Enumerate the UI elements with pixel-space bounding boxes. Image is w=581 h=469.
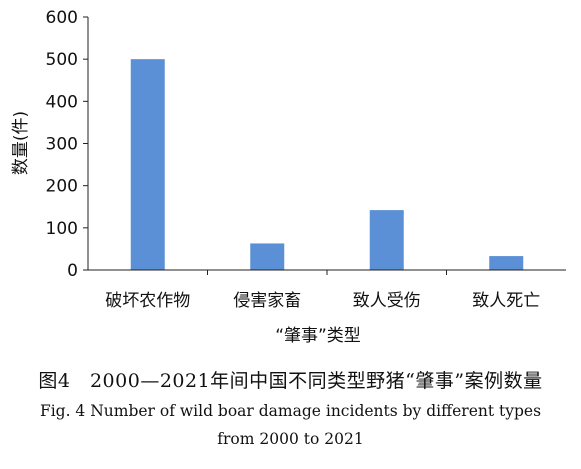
x-tick-label: 致人死亡: [472, 291, 540, 311]
y-tick-label: 200: [46, 177, 78, 197]
y-tick-label: 300: [46, 135, 78, 155]
y-tick-label: 600: [46, 8, 78, 28]
y-axis-ticks: 0 100 200 300 400 500 600: [46, 8, 88, 281]
x-axis-title: “肇事”类型: [275, 326, 361, 346]
bar: [250, 243, 285, 270]
x-tick-label: 致人受伤: [353, 291, 421, 311]
bar: [489, 256, 524, 270]
x-tick-label: 侵害家畜: [233, 291, 301, 311]
figure-caption-english-line2: from 2000 to 2021: [217, 430, 364, 448]
y-tick-label: 500: [46, 50, 78, 70]
figure-caption-english-line1: Fig. 4 Number of wild boar damage incide…: [39, 402, 542, 420]
bar-chart: 0 100 200 300 400 500 600 破坏农作物 侵害家畜 致人受伤 致人死亡 数量…: [11, 8, 566, 346]
bar: [369, 210, 404, 270]
y-axis-title: 数量(件): [11, 111, 31, 175]
x-axis-tick-labels: 破坏农作物 侵害家畜 致人受伤 致人死亡: [105, 270, 540, 311]
figure-caption-chinese: 图4 2000—2021年间中国不同类型野猪“肇事”案例数量: [38, 370, 543, 392]
bars: [130, 59, 524, 270]
bar: [130, 59, 165, 270]
y-tick-label: 100: [46, 219, 78, 239]
y-tick-label: 0: [67, 261, 78, 281]
y-tick-label: 400: [46, 92, 78, 112]
x-tick-label: 破坏农作物: [105, 291, 190, 311]
